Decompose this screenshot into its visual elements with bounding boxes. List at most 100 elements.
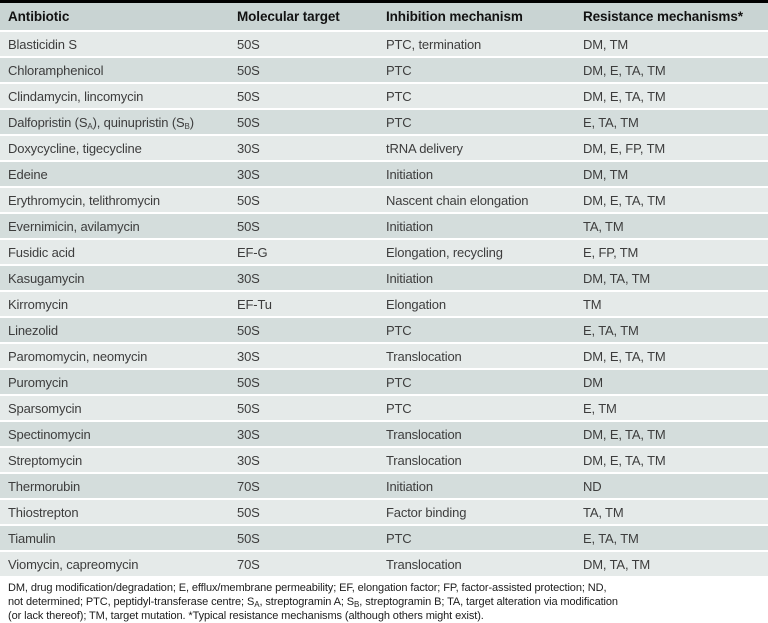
cell-target: 50S <box>237 62 260 78</box>
cell-resistance: E, TA, TM <box>583 114 639 130</box>
cell-resistance: E, TA, TM <box>583 530 639 546</box>
cell-resistance: DM, E, TA, TM <box>583 62 666 78</box>
cell-resistance: E, FP, TM <box>583 244 639 260</box>
cell-mechanism: Translocation <box>386 348 462 364</box>
cell-target: 50S <box>237 192 260 208</box>
cell-antibiotic: Dalfopristin (SA), quinupristin (SB) <box>8 114 194 130</box>
cell-resistance: DM, TM <box>583 36 629 52</box>
cell-antibiotic: Fusidic acid <box>8 244 75 260</box>
cell-mechanism: Elongation, recycling <box>386 244 503 260</box>
table-row: Blasticidin S 50S PTC, termination DM, T… <box>0 32 768 56</box>
cell-mechanism: tRNA delivery <box>386 140 463 156</box>
table-row: Doxycycline, tigecycline 30S tRNA delive… <box>0 136 768 160</box>
cell-antibiotic: Streptomycin <box>8 452 83 468</box>
cell-resistance: E, TM <box>583 400 617 416</box>
table-row: Spectinomycin 30S Translocation DM, E, T… <box>0 422 768 446</box>
cell-target: 50S <box>237 114 260 130</box>
cell-target: 50S <box>237 322 260 338</box>
cell-target: EF-Tu <box>237 296 272 312</box>
table-row: Tiamulin 50S PTC E, TA, TM <box>0 526 768 550</box>
cell-antibiotic: Kirromycin <box>8 296 68 312</box>
cell-resistance: DM, E, TA, TM <box>583 426 666 442</box>
cell-mechanism: PTC <box>386 114 412 130</box>
cell-mechanism: PTC <box>386 62 412 78</box>
cell-resistance: ND <box>583 478 602 494</box>
cell-antibiotic: Tiamulin <box>8 530 56 546</box>
table-row: Dalfopristin (SA), quinupristin (SB) 50S… <box>0 110 768 134</box>
cell-target: 30S <box>237 140 260 156</box>
table-top-rule <box>0 0 768 3</box>
cell-target: 50S <box>237 36 260 52</box>
table-row: Chloramphenicol 50S PTC DM, E, TA, TM <box>0 58 768 82</box>
table-row: Kirromycin EF-Tu Elongation TM <box>0 292 768 316</box>
cell-antibiotic: Thiostrepton <box>8 504 79 520</box>
table-row: Fusidic acid EF-G Elongation, recycling … <box>0 240 768 264</box>
table-row: Thermorubin 70S Initiation ND <box>0 474 768 498</box>
cell-antibiotic: Paromomycin, neomycin <box>8 348 148 364</box>
cell-antibiotic: Evernimicin, avilamycin <box>8 218 140 234</box>
cell-antibiotic: Puromycin <box>8 374 69 390</box>
cell-resistance: TA, TM <box>583 504 624 520</box>
header-resistance: Resistance mechanisms* <box>583 9 743 24</box>
cell-mechanism: Initiation <box>386 270 433 286</box>
cell-mechanism: Translocation <box>386 426 462 442</box>
cell-target: 50S <box>237 504 260 520</box>
footnote-line: DM, drug modification/degradation; E, ef… <box>8 582 607 594</box>
cell-mechanism: Initiation <box>386 218 433 234</box>
cell-mechanism: PTC <box>386 400 412 416</box>
cell-mechanism: Initiation <box>386 166 433 182</box>
table-row: Puromycin 50S PTC DM <box>0 370 768 394</box>
cell-target: 30S <box>237 166 260 182</box>
footnote-line: not determined; PTC, peptidyl-transferas… <box>8 596 618 609</box>
table-row: Viomycin, capreomycin 70S Translocation … <box>0 552 768 576</box>
footnote-line: (or lack thereof); TM, target mutation. … <box>8 610 484 622</box>
table-row: Evernimicin, avilamycin 50S Initiation T… <box>0 214 768 238</box>
cell-mechanism: Elongation <box>386 296 446 312</box>
cell-resistance: E, TA, TM <box>583 322 639 338</box>
cell-mechanism: Initiation <box>386 478 433 494</box>
cell-target: EF-G <box>237 244 268 260</box>
table-row: Edeine 30S Initiation DM, TM <box>0 162 768 186</box>
cell-antibiotic: Thermorubin <box>8 478 81 494</box>
cell-antibiotic: Edeine <box>8 166 48 182</box>
table-row: Streptomycin 30S Translocation DM, E, TA… <box>0 448 768 472</box>
cell-antibiotic: Spectinomycin <box>8 426 91 442</box>
cell-target: 70S <box>237 478 260 494</box>
cell-mechanism: PTC <box>386 88 412 104</box>
table-row: Kasugamycin 30S Initiation DM, TA, TM <box>0 266 768 290</box>
cell-target: 30S <box>237 426 260 442</box>
header-target: Molecular target <box>237 9 340 24</box>
cell-mechanism: Translocation <box>386 452 462 468</box>
footnote: DM, drug modification/degradation; E, ef… <box>0 578 768 623</box>
cell-antibiotic: Sparsomycin <box>8 400 82 416</box>
cell-resistance: DM, TM <box>583 166 629 182</box>
cell-resistance: DM, E, TA, TM <box>583 192 666 208</box>
table-row: Linezolid 50S PTC E, TA, TM <box>0 318 768 342</box>
cell-target: 50S <box>237 530 260 546</box>
table-row: Paromomycin, neomycin 30S Translocation … <box>0 344 768 368</box>
cell-resistance: TM <box>583 296 602 312</box>
cell-target: 50S <box>237 88 260 104</box>
cell-target: 50S <box>237 400 260 416</box>
table-row: Erythromycin, telithromycin 50S Nascent … <box>0 188 768 212</box>
cell-target: 50S <box>237 218 260 234</box>
cell-target: 30S <box>237 270 260 286</box>
cell-target: 30S <box>237 452 260 468</box>
cell-resistance: TA, TM <box>583 218 624 234</box>
cell-antibiotic: Chloramphenicol <box>8 62 104 78</box>
table-row: Clindamycin, lincomycin 50S PTC DM, E, T… <box>0 84 768 108</box>
header-mechanism: Inhibition mechanism <box>386 9 523 24</box>
cell-mechanism: Translocation <box>386 556 462 572</box>
cell-resistance: DM, E, FP, TM <box>583 140 666 156</box>
cell-target: 50S <box>237 374 260 390</box>
header-antibiotic: Antibiotic <box>8 9 70 24</box>
cell-antibiotic: Linezolid <box>8 322 58 338</box>
table-rows: Blasticidin S 50S PTC, termination DM, T… <box>0 32 768 576</box>
cell-resistance: DM, E, TA, TM <box>583 348 666 364</box>
cell-resistance: DM, E, TA, TM <box>583 88 666 104</box>
cell-resistance: DM, TA, TM <box>583 556 651 572</box>
table-row: Thiostrepton 50S Factor binding TA, TM <box>0 500 768 524</box>
table-row: Sparsomycin 50S PTC E, TM <box>0 396 768 420</box>
cell-antibiotic: Doxycycline, tigecycline <box>8 140 142 156</box>
